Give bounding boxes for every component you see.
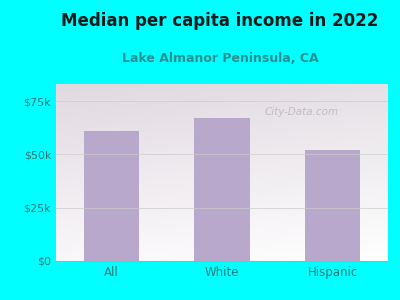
Text: City-Data.com: City-Data.com xyxy=(265,107,339,117)
Text: Median per capita income in 2022: Median per capita income in 2022 xyxy=(61,12,379,30)
Bar xyxy=(194,118,250,261)
Text: Lake Almanor Peninsula, CA: Lake Almanor Peninsula, CA xyxy=(122,52,318,65)
Bar xyxy=(84,131,139,261)
Bar xyxy=(305,150,360,261)
